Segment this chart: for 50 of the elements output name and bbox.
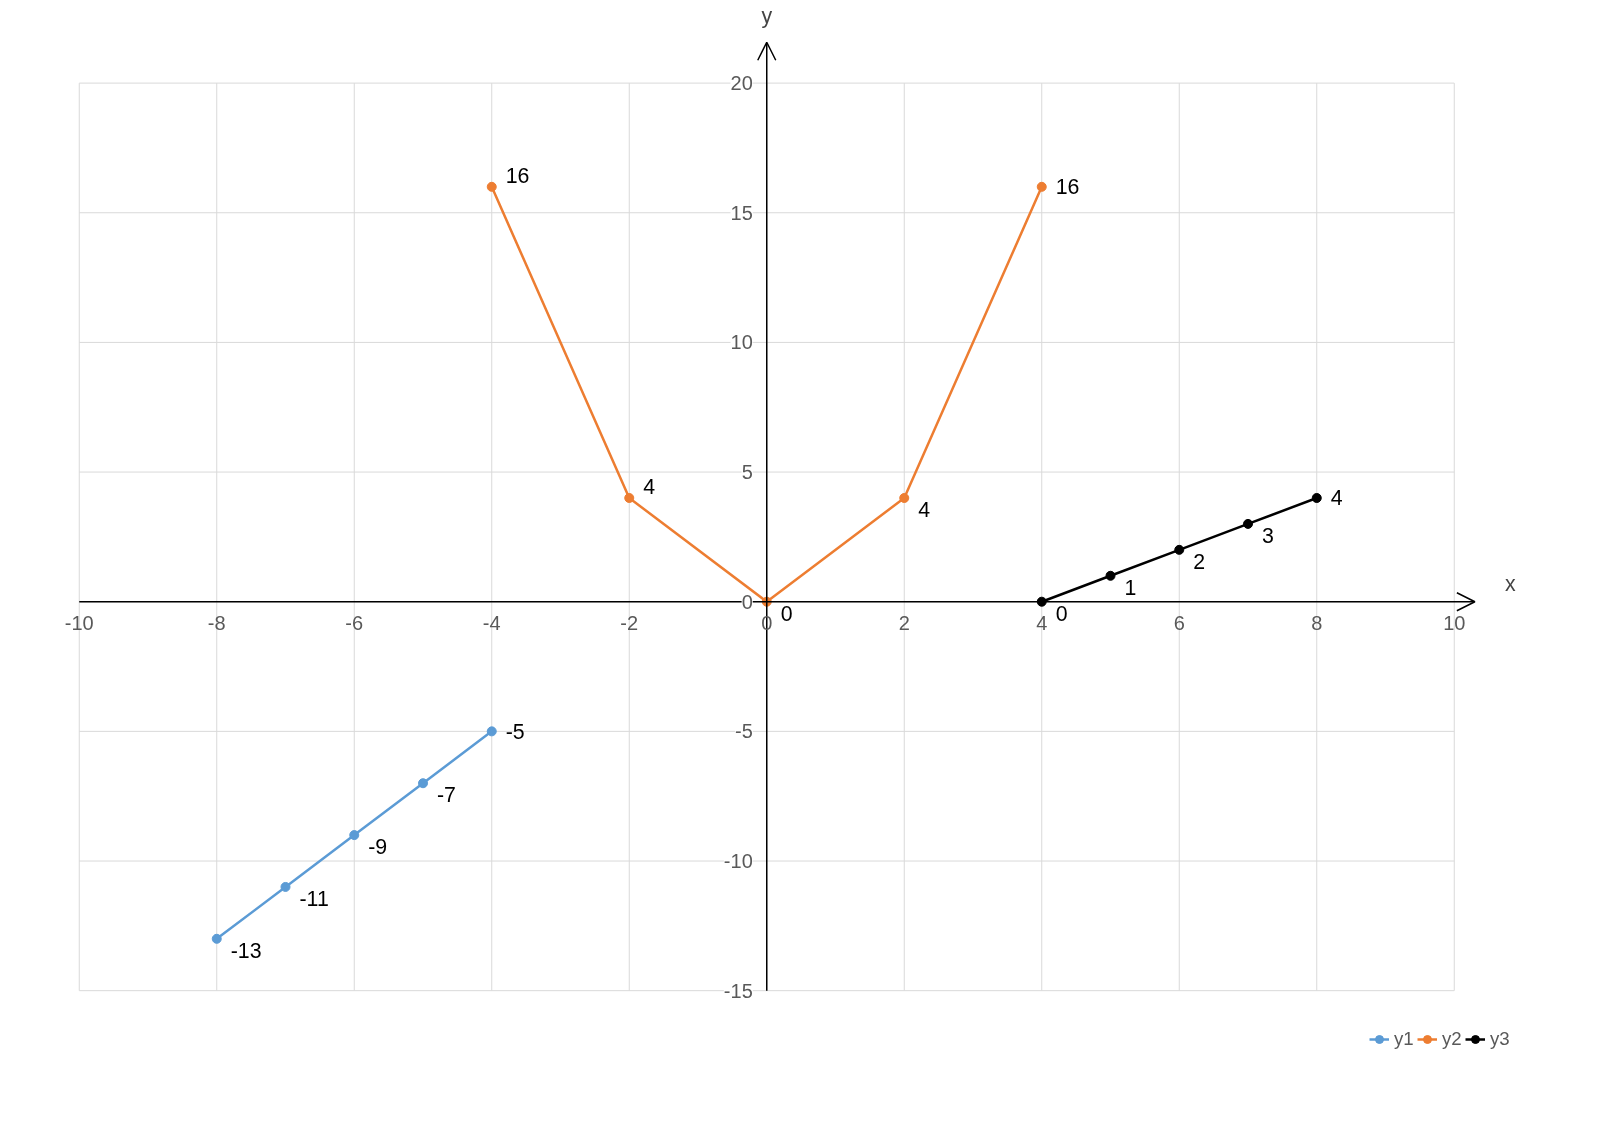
x-tick-label: -6 [345,611,364,634]
x-tick-label: -2 [620,611,639,634]
x-tick-label: 2 [898,611,910,634]
data-label: 16 [1055,175,1080,200]
data-label: -11 [299,886,329,911]
y-tick-label: 20 [730,72,753,95]
data-label: 16 [505,163,530,188]
x-tick-label: -4 [482,611,501,634]
point [1036,596,1047,607]
point [418,778,428,789]
point [1105,570,1116,581]
data-label: 2 [1193,549,1206,574]
point [349,830,360,841]
y-tick-label: 0 [741,590,753,613]
point [1311,493,1322,503]
data-label: 3 [1262,523,1274,548]
x-tick-label: 4 [1036,611,1048,634]
legend-label: y2 [1442,1028,1462,1050]
x-tick-label: 8 [1311,611,1323,634]
point [211,933,222,944]
data-label: -13 [230,938,262,963]
legend-label: y3 [1490,1028,1510,1050]
point [624,493,635,503]
x-tick-label: 10 [1443,611,1466,634]
data-label: 1 [1124,575,1137,600]
y-tick-label: -15 [723,979,753,1002]
point [1243,518,1253,529]
data-label: -9 [368,835,388,860]
data-label: -5 [505,719,525,744]
x-tick-label: -10 [64,611,94,634]
data-label: 4 [1330,486,1343,511]
y-tick-label: 5 [741,461,753,484]
y-axis-title: y [761,4,773,29]
point [486,181,497,192]
y-tick-label: 10 [730,331,753,354]
legend-label: y1 [1394,1028,1414,1050]
point [899,493,910,503]
x-axis-title: x [1504,571,1516,596]
point [280,881,291,892]
point [486,726,497,737]
x-tick-label: 6 [1173,611,1185,634]
point [1174,544,1185,555]
x-tick-label: -8 [207,611,226,634]
data-label: 4 [918,497,931,522]
data-label: 4 [643,474,656,499]
data-label: -7 [437,783,456,808]
point [1036,181,1047,192]
y-tick-label: -10 [723,850,753,873]
y-tick-label: -5 [734,720,753,743]
y-tick-label: 15 [730,201,753,224]
